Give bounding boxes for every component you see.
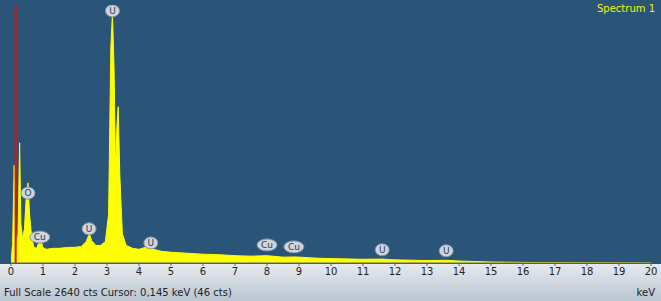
- svg-text:U: U: [148, 238, 155, 248]
- svg-text:U: U: [379, 245, 386, 255]
- html-text:keV: keV: [636, 287, 655, 298]
- svg-text:Cu: Cu: [34, 232, 46, 242]
- svg-text:17: 17: [549, 266, 562, 277]
- html-text:Full Scale 2640 cts Cursor: 0,: Full Scale 2640 cts Cursor: 0,145 keV (4…: [4, 287, 232, 298]
- svg-text:5: 5: [168, 266, 174, 277]
- svg-text:13: 13: [421, 266, 434, 277]
- svg-text:Cu: Cu: [288, 242, 300, 252]
- svg-text:15: 15: [485, 266, 498, 277]
- svg-text:10: 10: [325, 266, 338, 277]
- svg-text:19: 19: [613, 266, 626, 277]
- svg-text:7: 7: [232, 266, 238, 277]
- svg-text:6: 6: [200, 266, 206, 277]
- svg-text:18: 18: [581, 266, 594, 277]
- svg-text:3: 3: [104, 266, 110, 277]
- svg-text:2: 2: [72, 266, 78, 277]
- svg-text:U: U: [109, 6, 116, 16]
- svg-text:20: 20: [645, 266, 653, 277]
- svg-text:1: 1: [40, 266, 46, 277]
- svg-text:O: O: [24, 188, 31, 198]
- svg-text:8: 8: [264, 266, 270, 277]
- svg-text:12: 12: [389, 266, 402, 277]
- svg-text:14: 14: [453, 266, 466, 277]
- html-text:Spectrum 1: Spectrum 1: [597, 3, 655, 14]
- svg-text:4: 4: [136, 266, 142, 277]
- svg-text:U: U: [86, 224, 93, 234]
- svg-text:16: 16: [517, 266, 530, 277]
- svg-text:11: 11: [357, 266, 370, 277]
- svg-text:0: 0: [8, 266, 14, 277]
- svg-text:9: 9: [296, 266, 302, 277]
- svg-text:Cu: Cu: [261, 240, 273, 250]
- svg-text:U: U: [443, 246, 450, 256]
